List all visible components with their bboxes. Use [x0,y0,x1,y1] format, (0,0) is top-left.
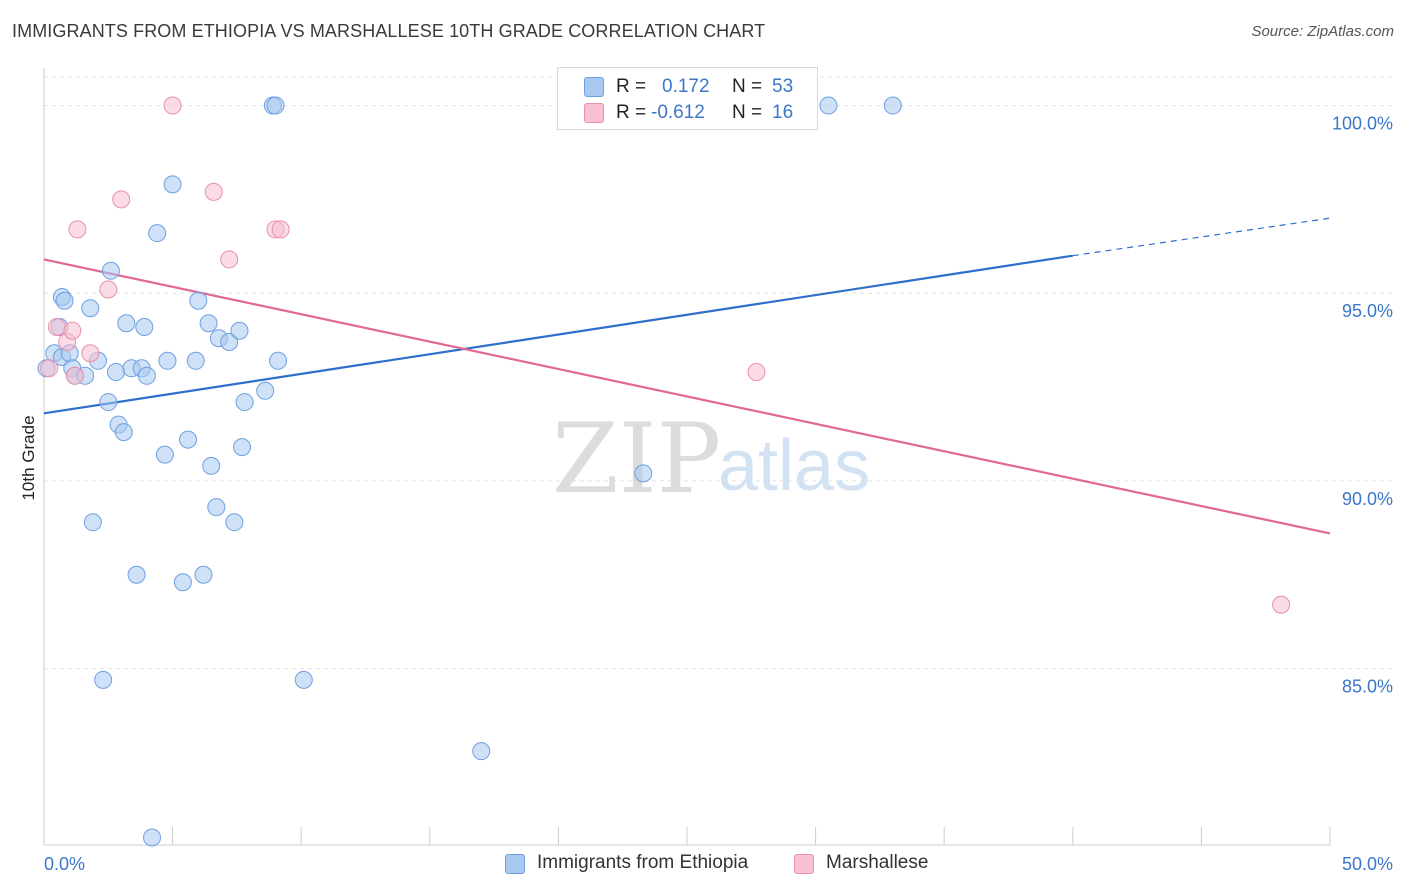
marshallese-point [220,250,239,269]
ethiopia-point [207,498,226,517]
ethiopia-point [99,393,118,412]
marshallese-point [99,280,118,299]
marshallese-legend-swatch [794,854,814,874]
ethiopia-point [194,565,213,584]
ethiopia-point [143,828,162,847]
ethiopia-point [199,314,218,333]
ethiopia-point [137,366,156,385]
r-key: R = [616,76,647,97]
trend-layer [43,217,1331,535]
marshallese-point [1272,595,1291,614]
grid-layer [44,76,1394,670]
source-label: Source: ZipAtlas.com [1251,23,1394,40]
ethiopia-point [107,363,126,382]
ethiopia-point [225,513,244,532]
x-tick-label: 0.0% [44,854,85,874]
y-tick-label: 90.0% [1342,489,1393,509]
ethiopia-point [55,291,74,310]
n-value: 53 [772,76,794,97]
ethiopia-point [233,438,252,457]
ethiopia-point [135,318,154,336]
r-value: -0.612 [651,102,705,123]
ethiopia-point [266,96,285,115]
ethiopia-point [220,333,239,352]
marshallese-point [747,363,766,382]
ethiopia-point [189,291,208,310]
ethiopia-point [94,670,113,689]
marshallese-point [81,344,100,363]
ethiopia-point [158,351,177,370]
marshallese-point [163,96,182,115]
marshallese-point [112,190,131,209]
ethiopia-trend-line [43,254,1073,415]
axis-layer [43,68,1331,846]
ethiopia-trend-extension [1072,217,1331,257]
chart-title: IMMIGRANTS FROM ETHIOPIA VS MARSHALLESE … [12,21,766,41]
ethiopia-point [155,445,174,464]
ethiopia-point [163,175,182,194]
watermark-zip: ZIP [552,403,721,515]
n-value: 16 [772,102,794,123]
ethiopia-legend-swatch [505,854,525,874]
ethiopia-point [186,351,205,370]
ethiopia-point [819,96,838,115]
ethiopia-point [235,393,254,412]
ethiopia-swatch [584,77,604,97]
label-layer: 85.0% 90.0% 95.0% 100.0% 0.0% 50.0% [44,114,1393,874]
ethiopia-point [83,513,102,532]
ethiopia-point [883,96,902,115]
marshallese-point [65,366,84,385]
watermark-atlas: atlas [718,426,870,506]
r-value: 0.172 [662,76,710,97]
ethiopia-point [179,430,198,449]
y-tick-label: 85.0% [1342,677,1393,697]
ethiopia-point [101,261,120,280]
marshallese-swatch [584,103,604,123]
ethiopia-point [294,670,313,689]
ethiopia-point [127,565,146,584]
ethiopia-point [230,321,249,340]
ethiopia-legend-label: Immigrants from Ethiopia [537,852,749,873]
marshallese-legend-label: Marshallese [826,852,929,873]
ethiopia-point [269,351,288,370]
ethiopia-point [634,464,653,483]
ethiopia-point [114,423,133,442]
marshallese-point [63,321,82,340]
ethiopia-point [173,573,192,592]
marshallese-point [68,220,87,239]
ethiopia-point [148,224,167,243]
marshallese-point [204,182,223,201]
ethiopia-point [256,381,275,400]
zipatlas-watermark: ZIP atlas [552,403,870,515]
marshallese-point [40,359,59,378]
n-key: N = [732,102,763,123]
marshallese-point [47,318,66,336]
y-tick-label: 100.0% [1332,114,1393,134]
n-key: N = [732,76,763,97]
ethiopia-point [472,742,491,761]
points-layer [37,96,1291,847]
y-axis-label: 10th Grade [19,415,38,500]
r-key: R = [616,102,647,123]
stats-legend: R = 0.172 N = 53 R = -0.612 N = 16 [557,67,818,130]
y-tick-label: 95.0% [1342,301,1393,321]
x-tick-label: 50.0% [1342,854,1393,874]
ethiopia-point [81,299,100,318]
marshallese-point [271,220,290,239]
ethiopia-point [202,456,221,475]
ethiopia-point [117,314,136,333]
marshallese-trend-line [43,258,1331,535]
